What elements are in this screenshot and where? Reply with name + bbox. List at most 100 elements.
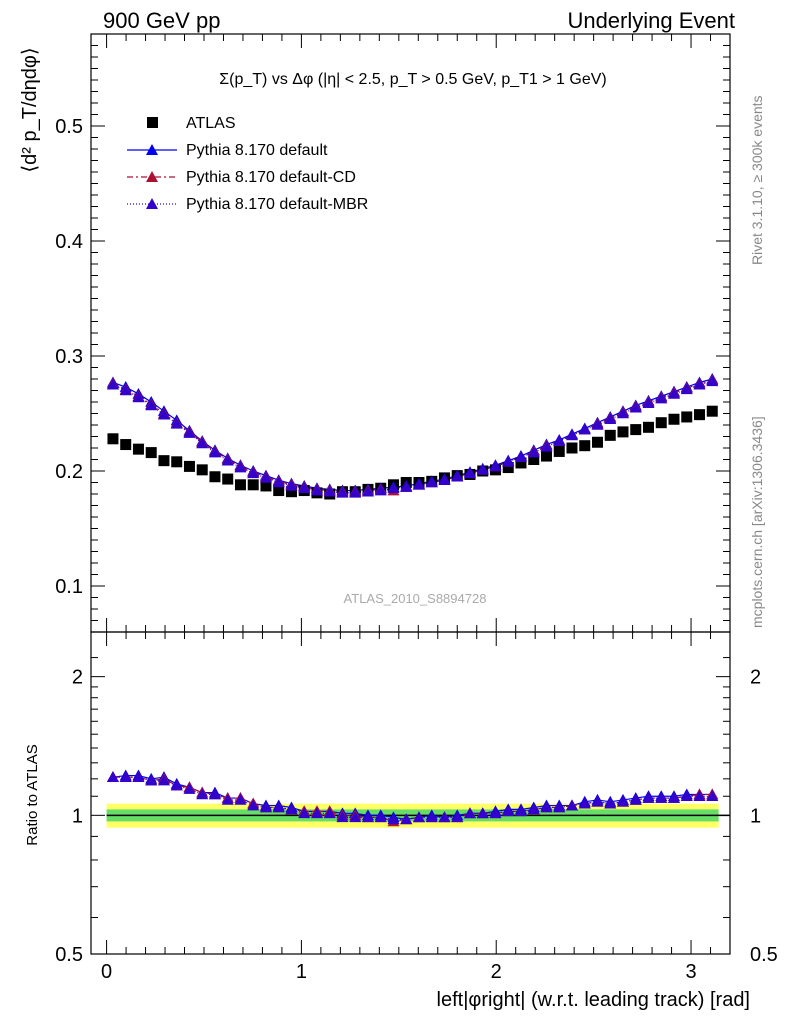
data-point-atlas	[617, 426, 629, 438]
ratio-point-default_mbr	[208, 788, 221, 800]
data-point-atlas	[247, 479, 259, 491]
x-tick-label: 2	[491, 961, 502, 983]
ratio-point-default_mbr	[412, 811, 425, 823]
ratio-point-default_mbr	[642, 792, 655, 803]
data-point-atlas	[591, 436, 603, 448]
ratio-point-default_mbr	[655, 792, 668, 803]
data-point-default_mbr	[591, 419, 604, 430]
data-point-default_mbr	[527, 446, 540, 458]
ratio-point-default_mbr	[298, 807, 311, 819]
data-point-default_mbr	[234, 461, 247, 473]
data-point-atlas	[234, 479, 246, 491]
data-point-atlas	[579, 440, 591, 452]
ratio-point-default_mbr	[527, 803, 540, 815]
x-tick-label: 1	[296, 961, 307, 983]
data-point-default_mbr	[183, 427, 196, 438]
data-point-default_mbr	[693, 378, 706, 390]
data-point-atlas	[120, 439, 132, 451]
ratio-y-tick-label: 1	[750, 805, 761, 827]
data-point-default_mbr	[310, 484, 323, 496]
ratio-point-default_mbr	[374, 811, 387, 823]
ratio-y-tick-label: 2	[750, 667, 761, 689]
ratio-point-default_mbr	[247, 799, 260, 811]
ratio-point-default_mbr	[400, 813, 413, 825]
ratio-point-default_mbr	[234, 793, 247, 805]
data-point-default_mbr	[119, 384, 132, 396]
data-point-default_mbr	[196, 437, 209, 449]
data-point-default_mbr	[463, 467, 476, 479]
data-point-default_mbr	[667, 387, 680, 399]
analysis-watermark: ATLAS_2010_S8894728	[344, 591, 487, 606]
data-point-default_mbr	[259, 471, 272, 483]
data-point-default_mbr	[272, 476, 285, 488]
ratio-point-default_mbr	[667, 792, 680, 803]
main-y-tick-label: 0.3	[55, 346, 83, 368]
header-process-label: Underlying Event	[567, 8, 735, 33]
data-point-atlas	[132, 443, 144, 455]
mcplots-label: mcplots.cern.ch [arXiv:1306.3436]	[749, 416, 765, 628]
legend: ATLAS Pythia 8.170 default Pythia 8.170 …	[127, 115, 368, 213]
ratio-point-default_mbr	[157, 774, 170, 786]
ratio-point-default_mbr	[183, 783, 196, 794]
legend-marker-default-cd	[146, 171, 158, 182]
data-point-default_mbr	[489, 460, 502, 472]
ratio-point-default_mbr	[119, 771, 132, 782]
data-point-default_mbr	[157, 408, 170, 420]
data-point-default_mbr	[425, 476, 438, 488]
data-point-atlas	[655, 417, 667, 429]
data-point-default_mbr	[349, 486, 362, 498]
ratio-point-default_mbr	[259, 801, 272, 813]
data-point-default_mbr	[502, 455, 515, 467]
ratio-point-default_mbr	[323, 807, 336, 819]
data-point-default_mbr	[578, 423, 591, 435]
ratio-point-default_mbr	[616, 795, 629, 807]
data-point-default_mbr	[247, 467, 260, 479]
data-point-default_mbr	[680, 383, 693, 395]
data-point-atlas	[183, 460, 195, 472]
ratio-point-default_mbr	[361, 811, 374, 823]
ratio-y-axis-label: Ratio to ATLAS	[24, 744, 41, 845]
ratio-point-default_mbr	[106, 771, 119, 782]
legend-label-default: Pythia 8.170 default	[186, 142, 328, 159]
data-point-default_mbr	[629, 401, 642, 413]
data-point-default_mbr	[604, 413, 617, 425]
data-point-atlas	[681, 411, 693, 423]
data-point-atlas	[540, 450, 552, 462]
data-point-atlas	[502, 462, 514, 474]
x-tick-label: 0	[101, 961, 112, 983]
data-point-atlas	[566, 442, 578, 454]
data-point-atlas	[668, 413, 680, 425]
data-point-atlas	[693, 409, 705, 421]
x-axis-label: left|φright| (w.r.t. leading track) [rad…	[437, 989, 750, 1011]
ratio-point-default_mbr	[425, 811, 438, 823]
x-tick-label: 3	[685, 961, 696, 983]
data-point-default_mbr	[706, 375, 719, 387]
ratio-point-default_mbr	[489, 807, 502, 819]
data-point-default_mbr	[540, 440, 553, 452]
data-point-atlas	[630, 424, 642, 436]
data-point-atlas	[604, 429, 616, 441]
ratio-point-default_mbr	[502, 805, 515, 817]
data-point-default_mbr	[476, 463, 489, 475]
data-point-default_mbr	[514, 451, 527, 462]
main-y-tick-label: 0.4	[55, 231, 83, 253]
header-collision-label: 900 GeV pp	[103, 8, 221, 33]
ratio-point-default_mbr	[476, 807, 489, 819]
ratio-y-tick-label: 2	[72, 667, 83, 689]
data-point-default_mbr	[145, 399, 158, 411]
data-point-default_mbr	[565, 429, 578, 441]
rivet-label: Rivet 3.1.10, ≥ 300k events	[749, 95, 765, 265]
ratio-point-default_mbr	[540, 801, 553, 813]
data-point-atlas	[642, 421, 654, 433]
data-point-atlas	[107, 433, 119, 445]
data-point-atlas	[171, 456, 183, 468]
data-point-default_mbr	[132, 391, 145, 403]
ratio-point-default_mbr	[565, 799, 578, 811]
ratio-point-default_mbr	[336, 811, 349, 823]
ratio-point-default_mbr	[514, 805, 527, 817]
data-point-atlas	[706, 405, 718, 417]
ratio-point-default_mbr	[387, 813, 400, 825]
data-point-default_mbr	[387, 482, 400, 494]
data-point-atlas	[209, 471, 221, 483]
data-point-atlas	[273, 485, 285, 497]
